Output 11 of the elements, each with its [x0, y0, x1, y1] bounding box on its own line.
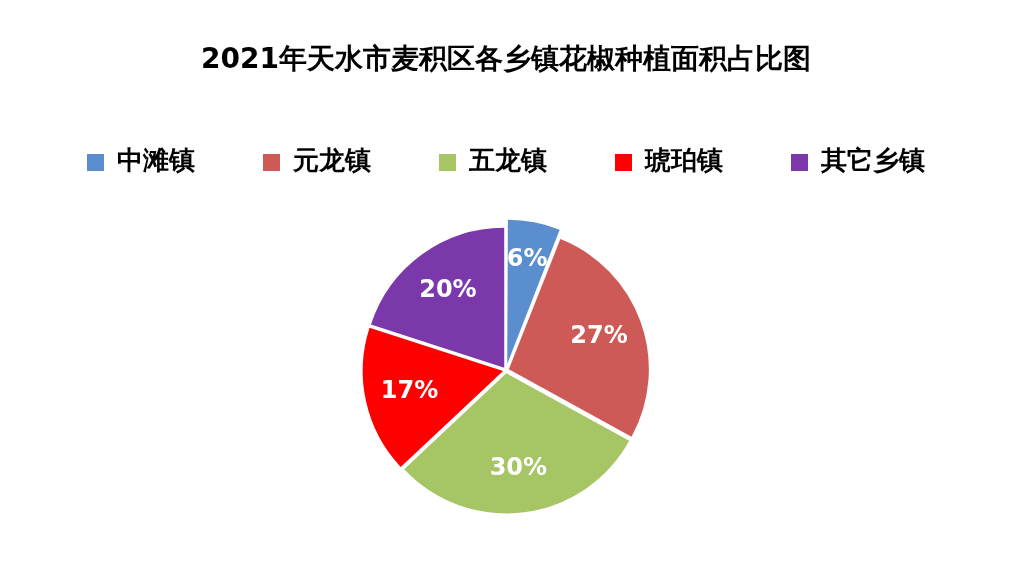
data-label: 6% — [506, 243, 548, 272]
legend-label: 其它乡镇 — [820, 145, 925, 176]
chart-title: 2021年天水市麦积区各乡镇花椒种植面积占比图 — [201, 42, 811, 76]
legend-label: 琥珀镇 — [644, 145, 723, 176]
data-label: 20% — [419, 274, 477, 303]
legend-label: 中滩镇 — [117, 145, 195, 176]
data-label: 27% — [570, 321, 628, 350]
data-label: 30% — [489, 452, 548, 481]
legend-label: 元龙镇 — [292, 145, 371, 176]
data-label: 17% — [380, 376, 439, 405]
legend-label: 五龙镇 — [468, 145, 547, 176]
